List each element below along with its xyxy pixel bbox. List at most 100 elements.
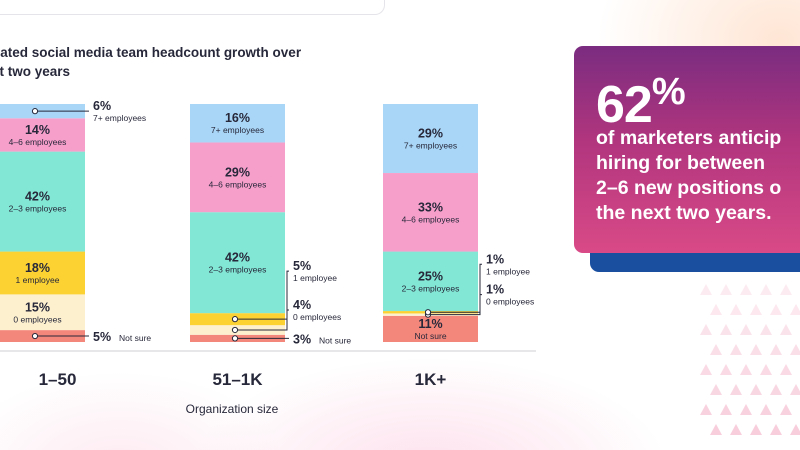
data-label: 14% bbox=[25, 123, 50, 137]
decorative-triangle bbox=[780, 324, 792, 335]
decorative-triangle bbox=[730, 344, 742, 355]
bar-segment-2-3-employees bbox=[0, 151, 85, 252]
decorative-triangle bbox=[710, 384, 722, 395]
segment-label: 2–3 employees bbox=[9, 204, 67, 214]
bar-segment-4-6-employees bbox=[0, 118, 85, 152]
decorative-triangle bbox=[740, 364, 752, 375]
data-label: 3% bbox=[293, 332, 311, 346]
segment-label: 0 employees bbox=[293, 312, 341, 322]
callout-dot bbox=[231, 335, 239, 342]
decorative-triangle bbox=[700, 284, 712, 295]
data-label: 33% bbox=[418, 200, 443, 214]
decorative-triangle bbox=[760, 404, 772, 415]
callout-leader bbox=[235, 309, 289, 331]
decorative-triangle bbox=[720, 284, 732, 295]
segment-label: 7+ employees bbox=[93, 113, 146, 123]
segment-label: 7+ employees bbox=[211, 125, 264, 135]
segment-label: Not sure bbox=[119, 333, 151, 343]
stat-description-line: the next two years. bbox=[596, 202, 772, 224]
decorative-triangle bbox=[730, 304, 742, 315]
decorative-triangle bbox=[770, 384, 782, 395]
callout-dot bbox=[31, 108, 39, 115]
decorative-triangle bbox=[750, 344, 762, 355]
decorative-triangle bbox=[790, 344, 800, 355]
decorative-triangle bbox=[740, 404, 752, 415]
decorative-triangle bbox=[740, 284, 752, 295]
decorative-triangle bbox=[730, 384, 742, 395]
decorative-triangle bbox=[710, 304, 722, 315]
segment-label: 2–3 employees bbox=[402, 283, 460, 293]
decorative-triangle bbox=[780, 364, 792, 375]
decorative-triangle bbox=[780, 284, 792, 295]
bar-segment-7-employees bbox=[190, 104, 285, 143]
decorative-triangle bbox=[750, 384, 762, 395]
decorative-triangle bbox=[770, 304, 782, 315]
segment-label: 4–6 employees bbox=[209, 179, 267, 189]
stat-number-percent: % bbox=[651, 71, 686, 113]
bar-segment-4-6-employees bbox=[383, 173, 478, 252]
stat-description-line: hiring for between bbox=[596, 152, 766, 174]
chart-title-line: pated social media team headcount growth… bbox=[0, 45, 302, 60]
callout-dot bbox=[424, 309, 432, 316]
data-label: 5% bbox=[293, 259, 311, 273]
callout-dot bbox=[31, 332, 39, 340]
segment-label: 4–6 employees bbox=[402, 214, 460, 224]
segment-label: 1 employee bbox=[486, 266, 530, 276]
data-label: 16% bbox=[225, 111, 250, 125]
data-label: 6% bbox=[93, 99, 111, 113]
decorative-triangle bbox=[720, 404, 732, 415]
stat-number-value: 62 bbox=[596, 76, 653, 134]
stat-callout-card: 62% of marketers anticip hiring for betw… bbox=[574, 46, 800, 253]
decorative-triangle bbox=[710, 344, 722, 355]
decorative-triangle bbox=[750, 424, 762, 435]
data-label: 1% bbox=[486, 283, 504, 297]
decorative-triangle bbox=[720, 324, 732, 335]
decorative-triangle bbox=[780, 404, 792, 415]
stat-description: of marketers anticip hiring for between … bbox=[596, 126, 800, 226]
segment-label: 4–6 employees bbox=[9, 137, 67, 147]
section-divider bbox=[0, 0, 385, 15]
stat-number: 62% bbox=[596, 62, 686, 135]
decorative-triangle bbox=[750, 304, 762, 315]
decorative-triangle bbox=[760, 364, 772, 375]
data-label: 42% bbox=[25, 190, 50, 204]
decorative-triangle bbox=[720, 364, 732, 375]
data-label: 5% bbox=[93, 330, 111, 344]
bar-segment-0-employees bbox=[0, 294, 85, 331]
bar-segment-2-3-employees bbox=[190, 212, 285, 314]
decorative-triangle bbox=[770, 344, 782, 355]
x-axis-label: Organization size bbox=[186, 402, 279, 416]
callout-dot bbox=[231, 316, 239, 323]
data-label: 4% bbox=[293, 298, 311, 312]
callout-leader bbox=[235, 270, 289, 320]
decorative-triangle bbox=[700, 404, 712, 415]
category-tick-label: 1–50 bbox=[39, 370, 77, 389]
decorative-triangle bbox=[770, 424, 782, 435]
data-label: 18% bbox=[25, 261, 50, 275]
stat-description-line: of marketers anticip bbox=[596, 127, 782, 149]
decorative-triangle bbox=[790, 384, 800, 395]
data-label: 25% bbox=[418, 269, 443, 283]
category-tick-label: 1K+ bbox=[415, 370, 447, 389]
segment-label: 0 employees bbox=[13, 314, 61, 324]
stat-description-line: 2–6 new positions o bbox=[596, 177, 782, 199]
segment-label: 2–3 employees bbox=[209, 265, 267, 275]
category-tick-label: 51–1K bbox=[212, 370, 263, 389]
decorative-triangle bbox=[700, 324, 712, 335]
callout-dot bbox=[231, 326, 239, 334]
bar-segment-not-sure bbox=[383, 315, 478, 342]
bar-segment-2-3-employees bbox=[383, 251, 478, 312]
bar-segment-4-6-employees bbox=[190, 142, 285, 213]
decorative-triangle bbox=[760, 324, 772, 335]
decorative-triangle bbox=[760, 284, 772, 295]
decorative-triangle bbox=[790, 424, 800, 435]
chart-title-line: xt two years bbox=[0, 64, 71, 79]
data-label: 1% bbox=[486, 252, 504, 266]
segment-label: 7+ employees bbox=[404, 141, 457, 151]
segment-label: Not sure bbox=[319, 335, 351, 345]
bar-segment-7-employees bbox=[383, 104, 478, 174]
segment-label: 1 employee bbox=[293, 273, 337, 283]
decorative-triangle bbox=[710, 424, 722, 435]
chart-title: pated social media team headcount growth… bbox=[0, 43, 352, 81]
